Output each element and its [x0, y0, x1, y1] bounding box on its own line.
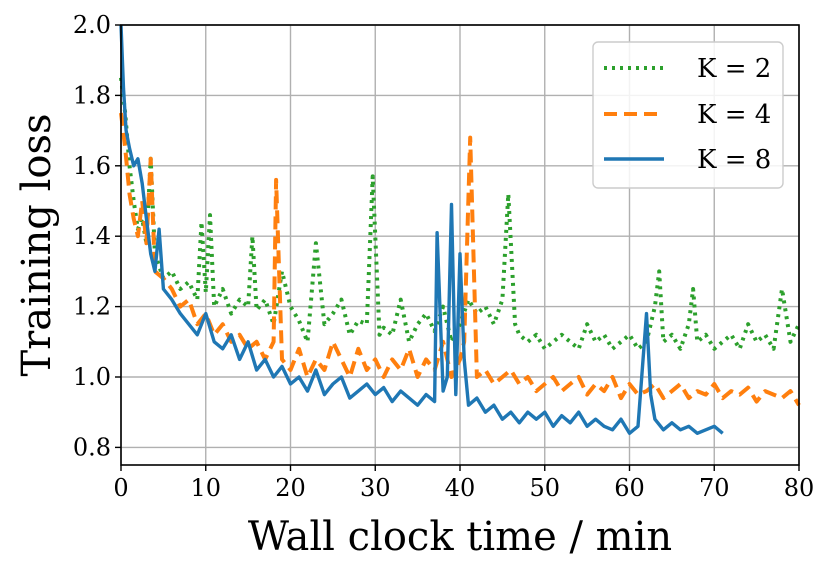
x-tick-label: 80: [784, 474, 815, 502]
x-tick-label: 0: [113, 474, 128, 502]
y-axis-title: Training loss: [14, 113, 60, 376]
legend-box: [592, 41, 784, 189]
y-tick-label: 1.6: [73, 152, 111, 180]
y-tick-label: 1.8: [73, 81, 111, 109]
legend: K = 2 K = 4 K = 8: [592, 41, 784, 189]
x-tick-label: 30: [360, 474, 391, 502]
ticks: 0 10 20 30 40 50 60 70 80 0.8 1.0 1.2 1.4 1.6 1.8 2.0: [73, 11, 814, 502]
x-tick-label: 60: [614, 474, 645, 502]
y-tick-label: 1.2: [73, 293, 111, 321]
x-tick-label: 40: [445, 474, 476, 502]
x-axis-title: Wall clock time / min: [248, 514, 672, 560]
legend-label: K = 4: [697, 100, 771, 130]
x-tick-label: 50: [529, 474, 560, 502]
series-group: [119, 24, 801, 435]
legend-label: K = 2: [697, 54, 771, 84]
y-tick-label: 1.0: [73, 363, 111, 391]
y-tick-label: 2.0: [73, 11, 111, 39]
x-tick-label: 70: [699, 474, 730, 502]
legend-label: K = 8: [697, 145, 771, 175]
series-line-k-2: [119, 77, 801, 351]
y-tick-label: 1.4: [73, 222, 111, 250]
x-tick-label: 20: [275, 474, 306, 502]
series-line-k-8: [119, 24, 724, 435]
x-tick-label: 10: [190, 474, 221, 502]
y-tick-label: 0.8: [73, 433, 111, 461]
